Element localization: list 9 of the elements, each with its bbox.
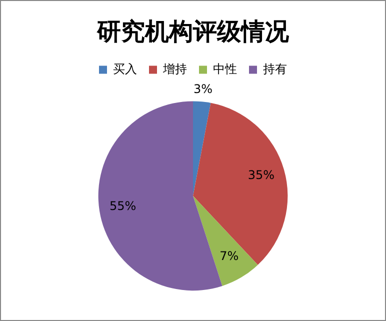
legend-label: 持有 xyxy=(263,62,287,76)
data-label: 3% xyxy=(194,82,213,96)
legend-label: 买入 xyxy=(113,62,137,76)
legend-label: 中性 xyxy=(213,62,237,76)
chart-title: 研究机构评级情况 xyxy=(96,16,290,46)
data-label: 55% xyxy=(110,199,136,214)
data-label: 35% xyxy=(248,168,275,182)
data-label: 7% xyxy=(220,249,239,264)
legend-label: 增持 xyxy=(162,62,187,76)
